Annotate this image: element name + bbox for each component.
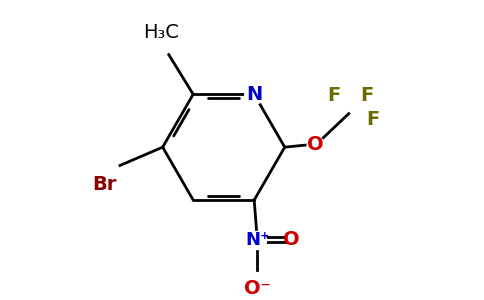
Text: F: F — [327, 86, 340, 105]
Text: O: O — [283, 230, 299, 249]
Text: H₃C: H₃C — [143, 23, 179, 42]
Text: Br: Br — [92, 175, 117, 194]
Text: N: N — [246, 85, 262, 104]
Text: O⁻: O⁻ — [244, 279, 271, 298]
Text: N⁺: N⁺ — [245, 231, 270, 249]
Text: F: F — [366, 110, 380, 129]
Text: F: F — [361, 86, 374, 105]
Text: O: O — [307, 135, 323, 154]
